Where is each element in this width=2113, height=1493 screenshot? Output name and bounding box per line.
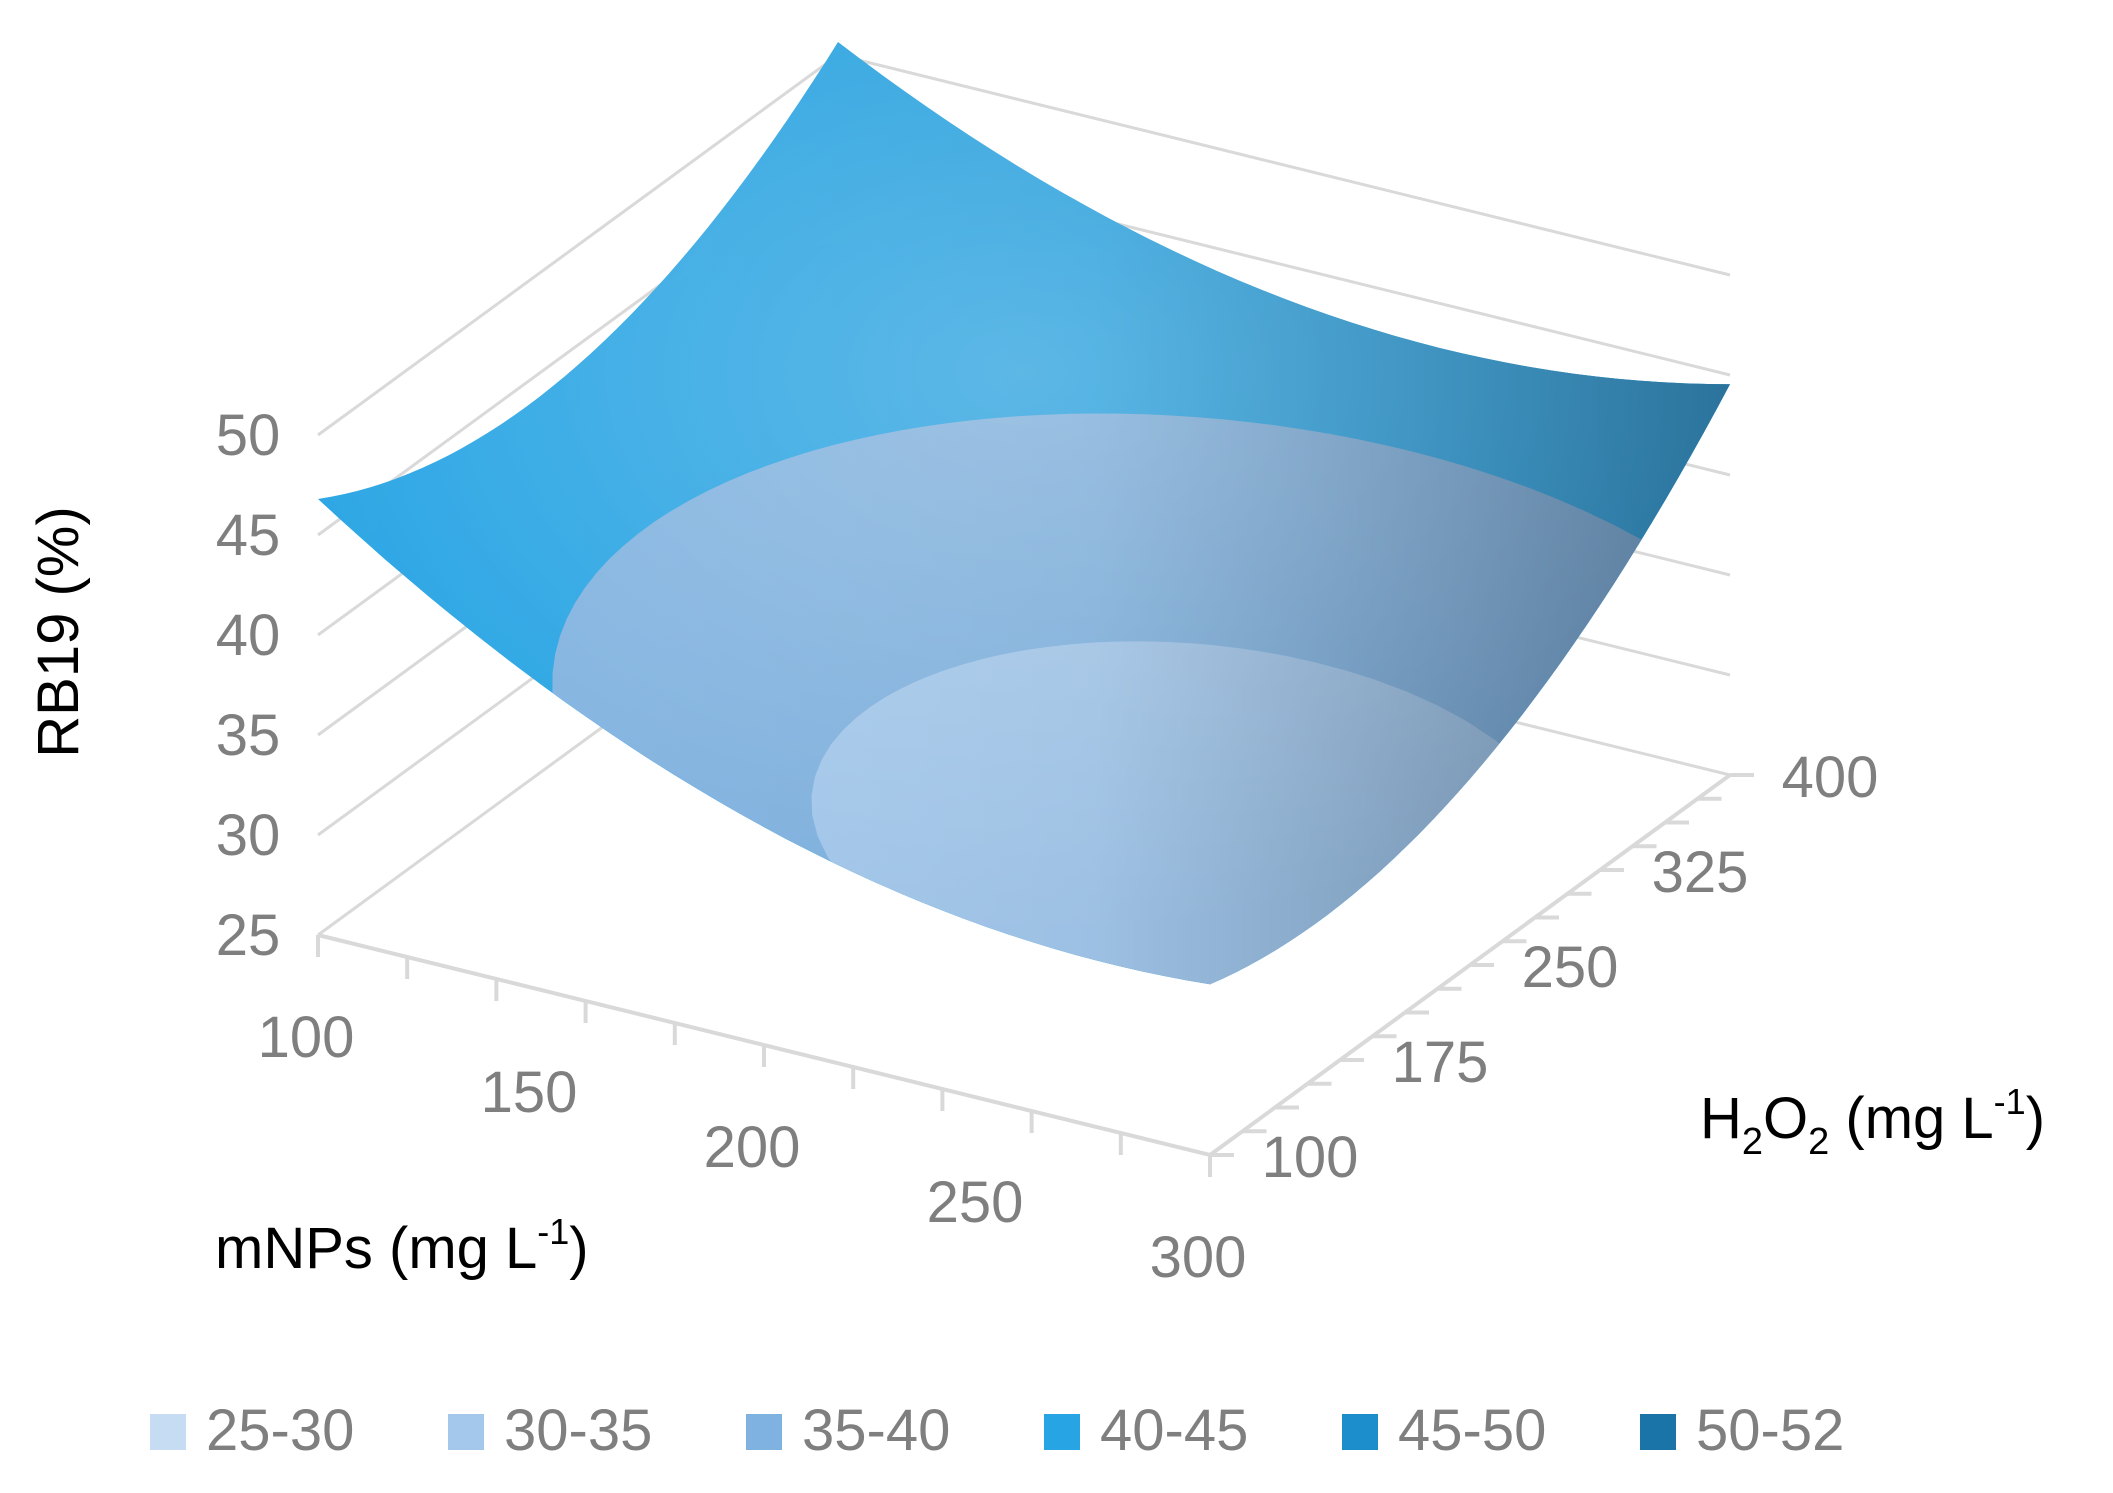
legend-label: 25-30 bbox=[206, 1398, 354, 1463]
y-tick-label: 100 bbox=[1262, 1125, 1359, 1190]
floor-axes bbox=[316, 773, 1754, 1177]
x-tick-label: 250 bbox=[927, 1170, 1024, 1235]
x-tick-label: 200 bbox=[704, 1115, 801, 1180]
z-tick-label: 25 bbox=[216, 903, 281, 968]
x-tick-label: 300 bbox=[1150, 1225, 1247, 1290]
legend-entry-30-35: 30-35 bbox=[448, 1398, 652, 1463]
y-tick-label: 400 bbox=[1782, 745, 1879, 810]
x-axis-title-main: mNPs (mg L bbox=[215, 1216, 537, 1281]
legend-label: 30-35 bbox=[504, 1398, 652, 1463]
x-axis-ticks: 100 150 200 250 300 bbox=[258, 1005, 1247, 1290]
x-tick-label: 150 bbox=[481, 1060, 578, 1125]
legend-swatch bbox=[1640, 1414, 1676, 1450]
surface-highlight bbox=[318, 42, 1730, 985]
z-axis-ticks: 25 30 35 40 45 50 bbox=[216, 403, 281, 968]
x-axis-title: mNPs (mg L-1) bbox=[215, 1211, 589, 1281]
x-axis-title-sup: -1 bbox=[537, 1211, 569, 1252]
z-tick-label: 50 bbox=[216, 403, 281, 468]
x-tick-label: 100 bbox=[258, 1005, 355, 1070]
legend-label: 50-52 bbox=[1696, 1398, 1844, 1463]
legend-swatch bbox=[746, 1414, 782, 1450]
z-tick-label: 45 bbox=[216, 503, 281, 568]
legend-swatch bbox=[448, 1414, 484, 1450]
legend-swatch bbox=[150, 1414, 186, 1450]
legend-label: 40-45 bbox=[1100, 1398, 1248, 1463]
legend-entry-50-52: 50-52 bbox=[1640, 1398, 1844, 1463]
response-surface bbox=[318, 42, 1730, 985]
legend-swatch bbox=[1044, 1414, 1080, 1450]
z-tick-label: 30 bbox=[216, 803, 281, 868]
x-axis-title-close: ) bbox=[569, 1216, 588, 1281]
z-tick-label: 40 bbox=[216, 603, 281, 668]
legend-entry-35-40: 35-40 bbox=[746, 1398, 950, 1463]
y-axis-title: H2O2 (mg L-1) bbox=[1700, 1081, 2045, 1163]
legend-entry-45-50: 45-50 bbox=[1342, 1398, 1546, 1463]
y-tick-label: 175 bbox=[1392, 1030, 1489, 1095]
y-axis-ticks: 100 175 250 325 400 bbox=[1262, 745, 1879, 1190]
legend: 25-30 30-35 35-40 40-45 45-50 50-52 bbox=[150, 1398, 1844, 1463]
y-tick-label: 325 bbox=[1652, 840, 1749, 905]
legend-entry-40-45: 40-45 bbox=[1044, 1398, 1248, 1463]
legend-label: 35-40 bbox=[802, 1398, 950, 1463]
y-tick-label: 250 bbox=[1522, 935, 1619, 1000]
legend-label: 45-50 bbox=[1398, 1398, 1546, 1463]
legend-entry-25-30: 25-30 bbox=[150, 1398, 354, 1463]
z-axis-title: RB19 (%) bbox=[26, 506, 91, 757]
legend-swatch bbox=[1342, 1414, 1378, 1450]
z-tick-label: 35 bbox=[216, 703, 281, 768]
